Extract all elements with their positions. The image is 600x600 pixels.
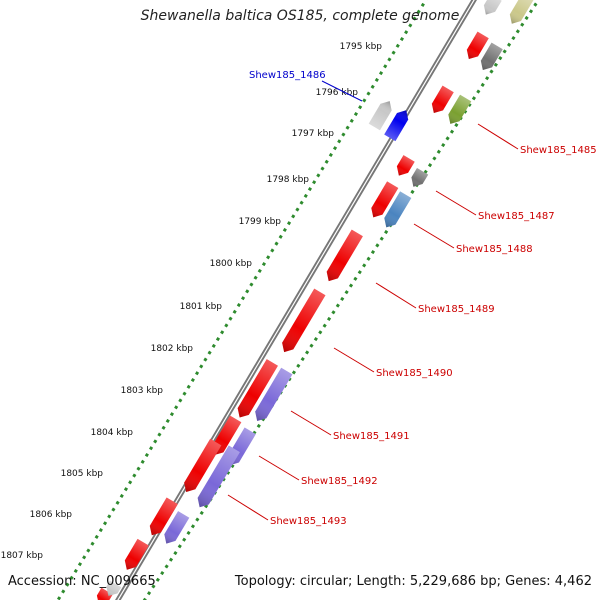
leader-line <box>477 123 519 150</box>
gene-arrow <box>326 229 363 282</box>
gene-label: Shew185_1488 <box>456 244 533 255</box>
gene-arrow-shading <box>384 110 409 142</box>
gene-arrow <box>384 110 409 142</box>
outer-dotted-track <box>56 0 428 600</box>
page-title: Shewanella baltica OS185, complete genom… <box>140 8 460 24</box>
gene-label: Shew185_1486 <box>249 70 326 81</box>
gene-arrow <box>509 0 534 24</box>
gene-arrow-shading <box>282 288 326 353</box>
gene-label: Shew185_1485 <box>520 145 597 156</box>
tick-label: 1803 kbp <box>121 386 164 396</box>
tick-label: 1795 kbp <box>340 42 383 52</box>
gene-arrow-shading <box>368 101 392 131</box>
gene-arrow <box>237 359 278 418</box>
tick-label: 1798 kbp <box>267 175 310 185</box>
gene-arrow-shading <box>371 181 399 218</box>
tick-label: 1804 kbp <box>91 428 134 438</box>
leader-line <box>290 410 332 436</box>
gene-arrow-shading <box>396 155 415 176</box>
gene-label: Shew185_1491 <box>333 431 410 442</box>
gene-arrow-shading <box>431 85 454 114</box>
gene-arrow <box>466 31 489 60</box>
gene-arrow-shading <box>326 229 363 282</box>
tick-label: 1800 kbp <box>210 259 253 269</box>
gene-arrow <box>431 85 454 114</box>
gene-arrow-shading <box>106 580 122 597</box>
gene-arrow-shading <box>255 367 293 421</box>
gene-arrow-shading <box>411 167 429 187</box>
gene-arrow <box>282 288 326 353</box>
gene-label: Shew185_1493 <box>270 516 347 527</box>
gene-arrow-shading <box>237 359 278 418</box>
gene-arrow <box>106 580 122 597</box>
scale-ticks: 1795 kbp 1796 kbp 1797 kbp 1798 kbp 1799 kbp… <box>1 42 383 561</box>
tick-label: 1799 kbp <box>239 217 282 227</box>
leader-line <box>258 455 300 481</box>
gene-arrow-shading <box>509 0 534 24</box>
gene-arrow <box>255 367 293 421</box>
tick-label: 1796 kbp <box>316 88 359 98</box>
gene-label: Shew185_1490 <box>376 368 453 379</box>
genome-summary-text: Topology: circular; Length: 5,229,686 bp… <box>234 574 592 589</box>
leader-line <box>321 80 363 102</box>
accession-text: Accession: NC_009665 <box>8 574 156 589</box>
gene-arrow <box>411 167 429 187</box>
gene-arrow <box>149 497 178 536</box>
gene-arrow-shading <box>448 94 472 124</box>
gene-arrow-shading <box>483 0 502 15</box>
leader-line <box>375 282 417 309</box>
gene-arrow <box>164 511 190 544</box>
gene-labels: Shew185_1486 Shew185_1485 Shew185_1487 Shew… <box>227 70 597 527</box>
gene-label: Shew185_1487 <box>478 211 555 222</box>
gene-arrow-shading <box>480 42 503 71</box>
gene-arrow-shading <box>466 31 489 60</box>
gene-arrow <box>197 445 240 508</box>
leader-line <box>227 494 269 521</box>
gene-label: Shew185_1492 <box>301 476 378 487</box>
leader-line <box>333 347 375 373</box>
leader-line <box>413 223 455 249</box>
gene-arrow <box>384 191 412 228</box>
gene-arrow <box>124 538 149 570</box>
tick-label: 1797 kbp <box>292 129 335 139</box>
tick-label: 1802 kbp <box>151 344 194 354</box>
leader-line <box>435 190 477 216</box>
tick-label: 1806 kbp <box>30 510 73 520</box>
tick-label: 1807 kbp <box>1 551 44 561</box>
gene-arrow-shading <box>124 538 149 570</box>
gene-arrow-shading <box>184 438 222 492</box>
gene-arrow-shading <box>149 497 178 536</box>
gene-arrow <box>448 94 472 124</box>
gene-arrow <box>184 438 222 492</box>
gene-arrow <box>368 101 392 131</box>
gene-arrow <box>96 587 113 600</box>
gene-features <box>96 0 534 600</box>
gene-arrow-shading <box>164 511 190 544</box>
gene-arrow <box>396 155 415 176</box>
gene-arrow <box>371 181 399 218</box>
gene-arrow <box>480 42 503 71</box>
tick-label: 1801 kbp <box>180 302 223 312</box>
gene-label: Shew185_1489 <box>418 304 495 315</box>
tick-label: 1805 kbp <box>61 469 104 479</box>
gene-arrow-shading <box>96 587 113 600</box>
inner-dotted-track <box>142 0 541 600</box>
gene-arrow-shading <box>197 445 240 508</box>
gene-arrow <box>483 0 502 15</box>
gene-arrow-shading <box>384 191 412 228</box>
